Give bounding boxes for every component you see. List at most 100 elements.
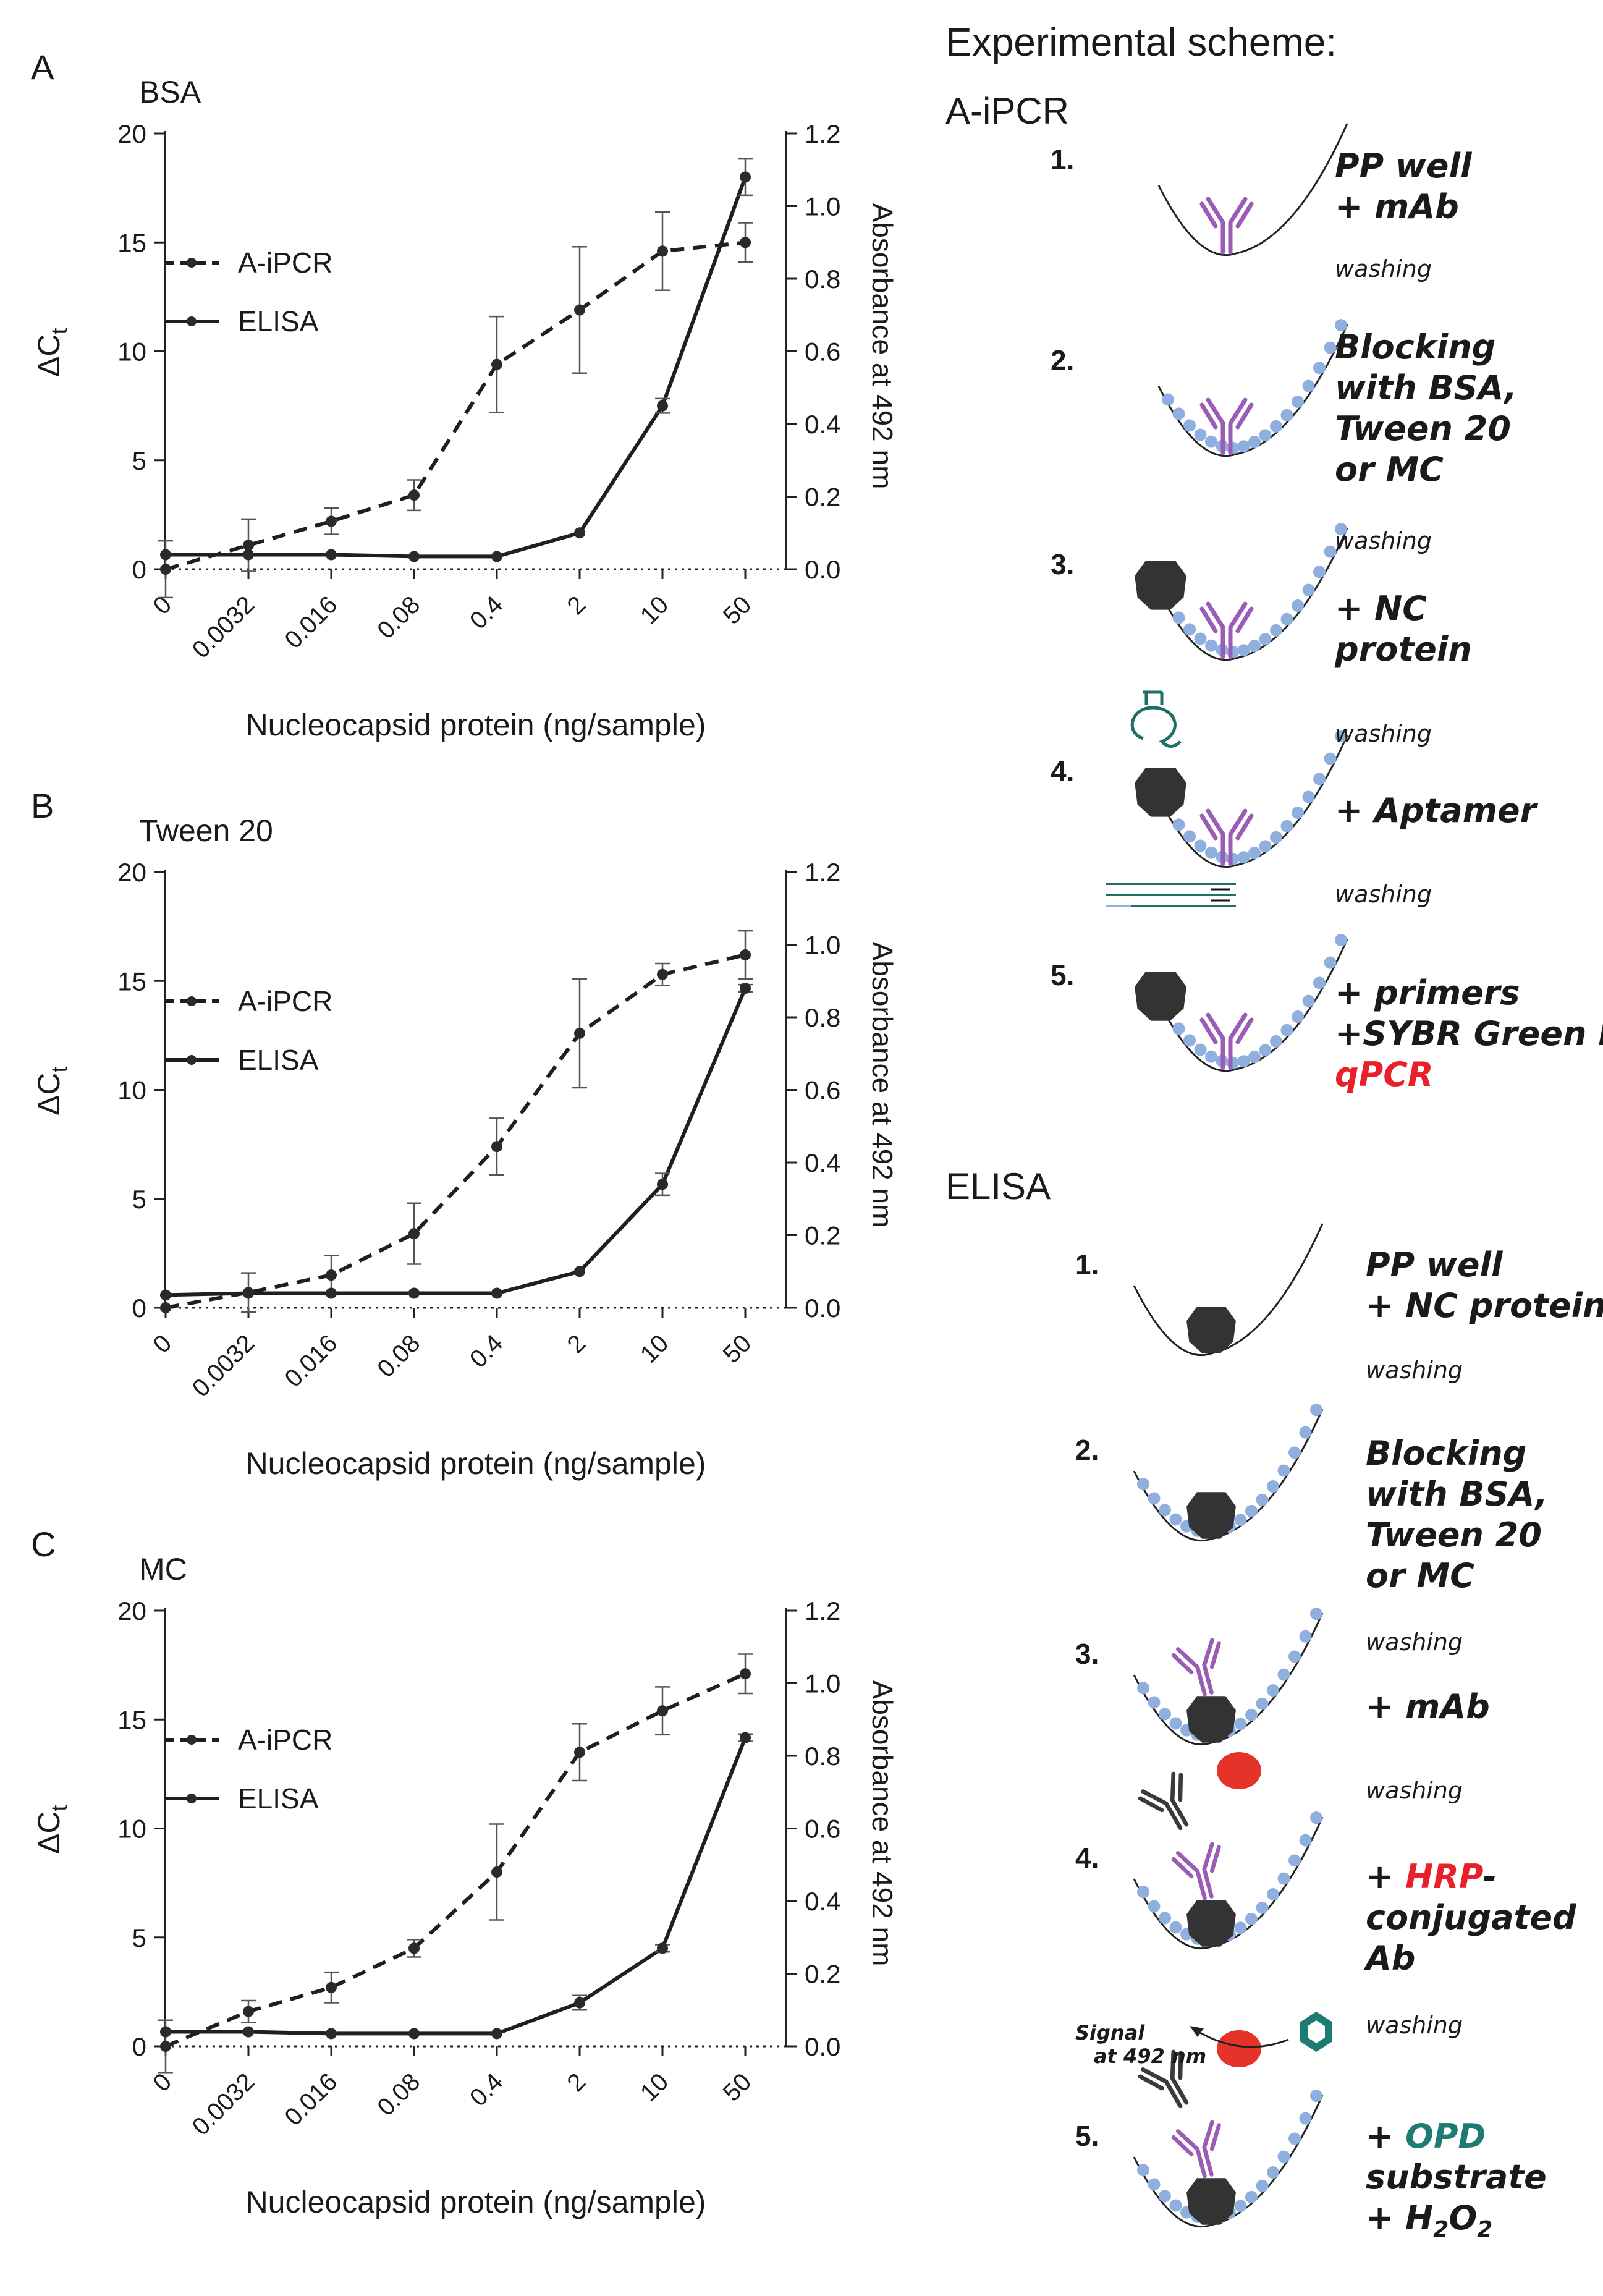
x-tick-label: 50 xyxy=(718,2068,757,2107)
signal-label: Signal xyxy=(1075,2021,1145,2044)
step-number: 5. xyxy=(1051,959,1074,991)
right-tick-label: 0.0 xyxy=(805,2032,840,2061)
step-text-line: + Aptamer xyxy=(1335,791,1539,830)
primers-icon xyxy=(1106,883,1236,907)
blocking-bead xyxy=(1159,1504,1171,1517)
left-tick-label: 5 xyxy=(132,446,146,475)
left-tick-label: 20 xyxy=(117,858,146,887)
blocking-bead xyxy=(1172,407,1185,420)
right-axis-label: Absorbance at 492 nm xyxy=(866,942,899,1228)
blocking-bead xyxy=(1169,2199,1182,2212)
data-point xyxy=(160,1302,171,1313)
blocking-bead xyxy=(1288,2132,1301,2145)
right-tick-label: 0.6 xyxy=(805,1815,840,1844)
panel-letter: B xyxy=(31,786,54,825)
blocking-bead xyxy=(1172,818,1185,831)
x-tick-label: 0.08 xyxy=(372,591,425,644)
data-point xyxy=(408,1228,420,1240)
data-point xyxy=(740,983,751,994)
legend-marker xyxy=(187,1735,197,1745)
blocking-bead xyxy=(1137,1682,1149,1695)
x-tick-label: 0.0032 xyxy=(187,591,260,664)
blocking-bead xyxy=(1205,1050,1217,1063)
right-tick-label: 1.2 xyxy=(805,858,840,887)
aipcr-step-1: 1. PP well+ mAb xyxy=(1051,123,1473,256)
blocking-bead xyxy=(1162,393,1174,406)
x-tick-label: 2 xyxy=(562,2068,591,2097)
data-point xyxy=(160,2026,171,2038)
well xyxy=(1157,324,1348,457)
left-axis-label-main: ΔC xyxy=(32,334,66,377)
data-point xyxy=(408,1942,420,1954)
left-tick-label: 5 xyxy=(132,1185,146,1214)
blocking-bead xyxy=(1267,1480,1279,1493)
washing-label: washing xyxy=(1335,881,1432,908)
data-point xyxy=(160,564,171,575)
capture-antibody-icon xyxy=(1202,199,1251,252)
data-point xyxy=(408,489,420,501)
aipcr-step-4: 4. + Aptamer xyxy=(1051,690,1539,868)
blocking-bead xyxy=(1256,2179,1269,2192)
x-tick-label: 0 xyxy=(148,591,177,620)
data-point xyxy=(574,527,585,539)
legend-label: ELISA xyxy=(238,305,319,337)
blocking-bead xyxy=(1259,633,1272,646)
blocking-bead xyxy=(1313,773,1326,786)
blocking-bead xyxy=(1280,612,1293,625)
blocking-bead xyxy=(1237,851,1250,864)
step-text-line: protein xyxy=(1334,630,1472,669)
legend-label: A-iPCR xyxy=(238,985,332,1017)
aipcr-heading: A-iPCR xyxy=(945,90,1069,132)
step-prefix: + xyxy=(1366,1857,1405,1896)
step-highlight: OPD xyxy=(1405,2117,1486,2156)
blocking-bead xyxy=(1292,396,1304,408)
data-point xyxy=(740,949,751,960)
blocking-bead xyxy=(1292,807,1304,819)
x-tick-label: 0.4 xyxy=(465,2068,508,2111)
data-point xyxy=(657,1179,668,1190)
elisa-heading: ELISA xyxy=(945,1166,1051,1207)
series-line xyxy=(166,1737,747,2036)
aptamer-stem xyxy=(1143,690,1164,705)
data-point xyxy=(243,1287,254,1299)
blocking-bead xyxy=(1310,2090,1322,2103)
legend: A-iPCR ELISA xyxy=(164,1724,332,1815)
blocking-bead xyxy=(1137,1478,1149,1491)
legend-marker xyxy=(187,1794,197,1803)
left-axis-label: ΔCt xyxy=(32,1805,72,1854)
x-tick-label: 0.016 xyxy=(279,2068,342,2131)
step-text-line: substrate xyxy=(1366,2158,1547,2196)
blocking-bead xyxy=(1169,1921,1182,1934)
blocking-bead xyxy=(1159,2190,1171,2203)
blocking-bead xyxy=(1302,379,1315,392)
data-point xyxy=(326,1287,337,1299)
step-text-line: + NC xyxy=(1335,589,1427,628)
blocking-bead xyxy=(1267,1888,1279,1900)
blocking-bead xyxy=(1280,409,1293,421)
right-tick-label: 1.0 xyxy=(805,192,840,221)
nc-protein-icon xyxy=(1135,972,1186,1021)
blocking-bead xyxy=(1194,1043,1207,1056)
series-line xyxy=(164,1672,747,2048)
x-tick-label: 0 xyxy=(148,1329,177,1358)
x-tick-label: 0.4 xyxy=(465,1329,508,1373)
blocking-bead xyxy=(1280,820,1293,832)
detection-antibody-icon xyxy=(1172,1638,1231,1700)
blocking-bead xyxy=(1237,440,1250,453)
right-tick-label: 0.8 xyxy=(805,1742,840,1771)
step-text-line: + mAb xyxy=(1335,187,1459,226)
blocking-bead xyxy=(1299,2112,1312,2125)
x-tick-label: 2 xyxy=(562,591,591,620)
blocking-bead xyxy=(1280,1023,1293,1036)
data-point xyxy=(740,171,751,183)
nc-protein-icon xyxy=(1135,768,1186,817)
left-tick-label: 20 xyxy=(117,119,146,148)
right-tick-label: 0.6 xyxy=(805,337,840,366)
blocking-bead xyxy=(1313,976,1326,989)
left-axis-label-sub: t xyxy=(46,1066,72,1072)
left-axis-label-main: ΔC xyxy=(32,1072,66,1116)
